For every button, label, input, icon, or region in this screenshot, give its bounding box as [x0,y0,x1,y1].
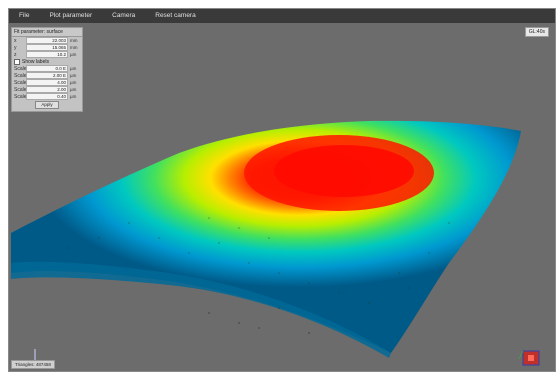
row-label: Scale [14,79,27,86]
show-labels-row[interactable]: Show labels [12,58,82,65]
scale-field[interactable]: 2.00 [26,86,68,93]
scale-row: Scale 0.0 E µm [12,65,82,72]
z-field[interactable]: 10.2 [26,51,68,58]
render-info-badge: GL:40s [524,27,549,37]
menu-bar: File Plot parameter Camera Reset camera [9,9,555,23]
row-unit: mm [70,45,78,50]
status-bar: Triangles: 487458 [11,360,55,369]
panel-row-y: y 15.065 mm [12,44,82,51]
scale-row: Scale 2.00 µm [12,86,82,93]
row-label: x [14,37,17,44]
row-unit: µm [70,52,77,57]
row-label: Scale [14,86,27,93]
floor-points [208,307,310,334]
row-unit: mm [70,38,78,43]
row-unit: µm [70,73,77,78]
scale-row: Scale 0.40 µm [12,93,82,100]
surface-plot[interactable] [9,23,555,371]
scale-field[interactable]: 0.40 [26,93,68,100]
scale-field[interactable]: 0.0 E [26,65,68,72]
scale-row: Scale 2.00 E µm [12,72,82,79]
x-field[interactable]: 22.003 [26,37,68,44]
row-unit: µm [70,80,77,85]
row-label: z [14,51,17,58]
scale-field[interactable]: 4.00 [26,79,68,86]
menu-camera[interactable]: Camera [112,12,136,19]
row-unit: µm [70,94,77,99]
row-label: Scale [14,72,27,79]
fit-parameter-panel: Fit parameter: surface x 22.003 mm y 15.… [11,27,83,112]
row-label: y [14,44,17,51]
menu-file[interactable]: File [19,12,30,19]
scale-field[interactable]: 2.00 E [26,72,68,79]
surface-edge [11,261,391,358]
scale-row: Scale 4.00 µm [12,79,82,86]
y-field[interactable]: 15.065 [26,44,68,51]
row-label: Scale [14,93,27,100]
orientation-cube[interactable] [518,350,540,366]
panel-row-z: z 10.2 µm [12,51,82,58]
3d-viewport[interactable]: Fit parameter: surface x 22.003 mm y 15.… [9,23,555,371]
menu-reset-camera[interactable]: Reset camera [155,12,196,19]
surface-speckles [68,217,450,304]
app-window: File Plot parameter Camera Reset camera [8,8,556,372]
row-unit: µm [70,66,77,71]
row-unit: µm [70,87,77,92]
row-label: Scale [14,65,27,72]
show-labels-checkbox[interactable] [14,58,20,65]
surface-peak-core [274,145,414,197]
panel-row-x: x 22.003 mm [12,37,82,44]
apply-button[interactable]: Apply [35,101,59,109]
show-labels-label: Show labels [22,58,49,65]
menu-plot-parameter[interactable]: Plot parameter [49,12,93,19]
panel-title: Fit parameter: surface [12,28,82,37]
